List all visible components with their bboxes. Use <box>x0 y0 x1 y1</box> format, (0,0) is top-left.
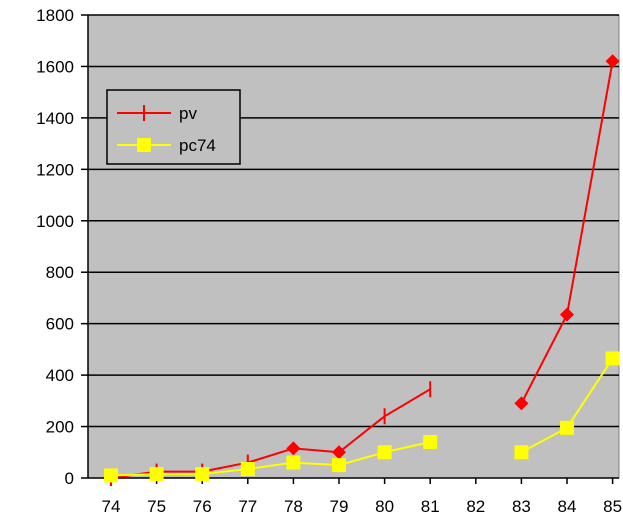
series-pc74-marker <box>240 461 255 476</box>
series-pv-marker <box>605 54 620 69</box>
series-pc74-marker <box>195 467 210 482</box>
x-tick-label: 80 <box>375 497 394 516</box>
series-pv-marker <box>560 307 574 322</box>
x-tick-label: 81 <box>421 497 440 516</box>
series-pv-marker <box>514 396 529 411</box>
legend-pc74-marker <box>137 138 151 152</box>
x-tick-label: 77 <box>238 497 257 516</box>
legend-entry-pv: pv <box>117 104 197 123</box>
x-tick-label: 85 <box>603 497 622 516</box>
y-tick-label: 800 <box>46 263 74 282</box>
series-pc74-marker <box>377 445 392 460</box>
x-tick-label: 76 <box>193 497 212 516</box>
x-tick-label: 75 <box>147 497 166 516</box>
series-pc74-marker <box>560 420 574 435</box>
y-tick-label: 0 <box>65 469 74 488</box>
y-tick-label: 600 <box>46 315 74 334</box>
series-pc74-marker <box>286 455 301 470</box>
series-pv-line <box>110 388 431 479</box>
legend-label: pv <box>179 104 197 123</box>
y-tick-label: 1000 <box>36 212 74 231</box>
y-tick-label: 1800 <box>36 6 74 25</box>
series-pc74-marker <box>514 445 529 460</box>
axes: 0 200 400 600 800 1000 1200 1400 1600 1800 74 75 76 7… <box>36 6 622 516</box>
series-pv-marker <box>332 445 346 460</box>
x-tick-label: 74 <box>102 497 121 516</box>
series-pc74-marker <box>423 434 438 449</box>
legend: pv pc74 <box>106 89 241 165</box>
series-pc74-marker <box>605 351 620 366</box>
series-pc74-marker <box>149 467 164 482</box>
y-tick-label: 1200 <box>36 160 74 179</box>
x-tick-label: 82 <box>466 497 485 516</box>
y-tick-label: 1600 <box>36 57 74 76</box>
series-layer <box>104 54 620 486</box>
series-pc74-marker <box>104 468 118 483</box>
series-pc74 <box>104 351 620 483</box>
x-tick-label: 78 <box>284 497 303 516</box>
series-pv-marker <box>286 441 301 456</box>
y-tick-label: 200 <box>46 418 74 437</box>
legend-entry-pc74: pc74 <box>117 136 216 155</box>
series-pv <box>110 54 620 486</box>
legend-label: pc74 <box>179 136 216 155</box>
series-pc74-marker <box>332 458 346 473</box>
y-tick-label: 1400 <box>36 109 74 128</box>
series-pc74-line <box>110 441 431 477</box>
plot-area <box>87 14 620 479</box>
legend-box <box>106 89 241 165</box>
x-tick-label: 84 <box>558 497 577 516</box>
x-tick-label: 79 <box>330 497 349 516</box>
x-tick-label: 83 <box>512 497 531 516</box>
y-tick-label: 400 <box>46 366 74 385</box>
